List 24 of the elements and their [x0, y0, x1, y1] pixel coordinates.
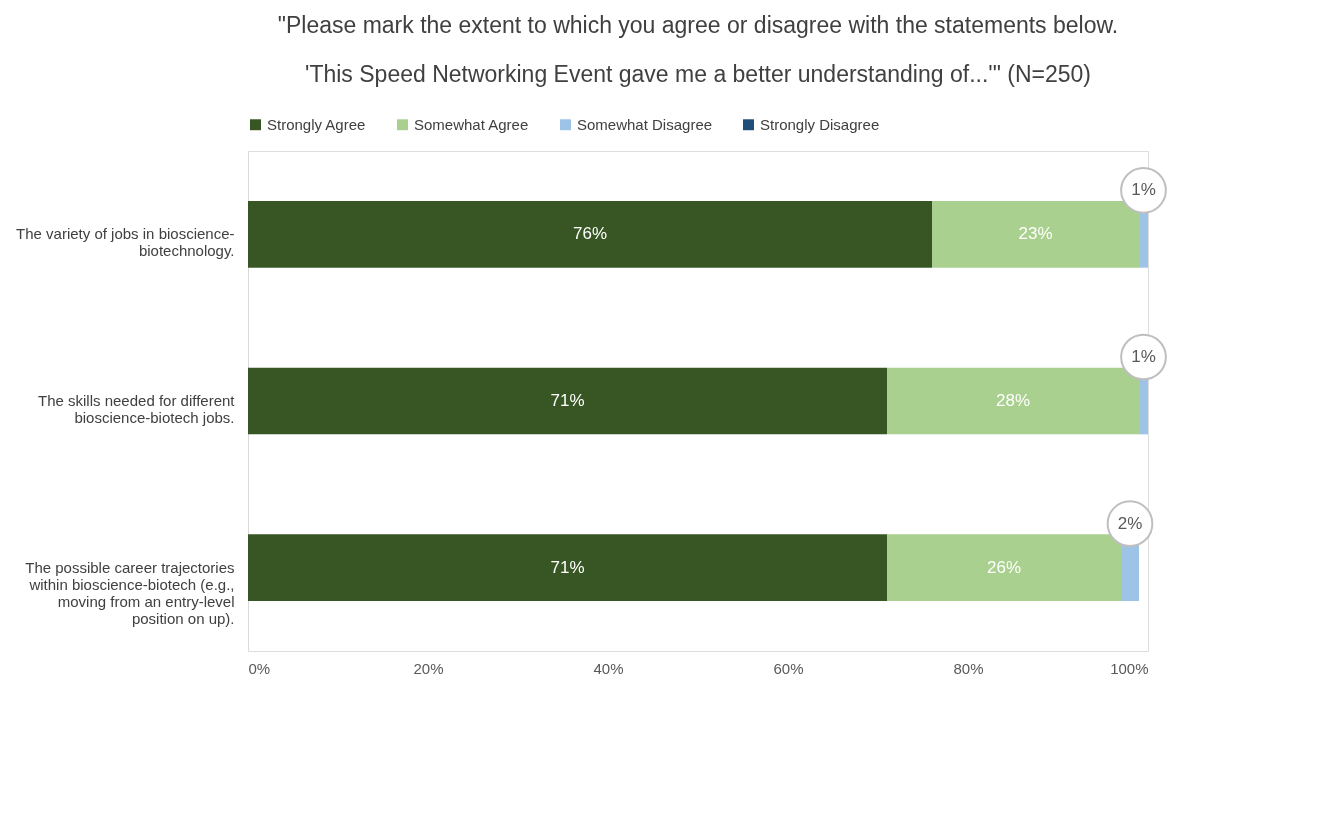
data-label: 28% — [995, 391, 1031, 410]
data-label: 76% — [572, 224, 608, 244]
data-label: 71% — [550, 557, 585, 577]
chart-subtitle: 'This Speed Networking Event gave me a better understanding of...'" (N=250) — [305, 61, 1091, 87]
data-label: 1% — [1131, 180, 1156, 200]
legend-label: Somewhat Agree — [414, 115, 529, 133]
legend-label: Strongly Agree — [267, 115, 366, 133]
x-tick-label: 0% — [248, 659, 271, 677]
legend-label: Strongly Disagree — [760, 115, 880, 133]
data-label: 71% — [550, 391, 585, 410]
y-tick-label: The variety of jobs in bioscience-biotechnology. — [16, 225, 235, 260]
data-label: 26% — [986, 557, 1022, 577]
x-tick-label: 100% — [1110, 659, 1149, 677]
y-tick-label: The skills needed for different bioscience-biotech jobs. — [37, 392, 236, 426]
data-label: 1% — [1131, 347, 1156, 366]
x-tick-label: 40% — [593, 659, 624, 677]
legend-label: Somewhat Disagree — [577, 115, 713, 133]
y-tick-label: The possible career trajectories within bioscience-biotech (e.g., moving from an entry-level position on up). — [25, 558, 235, 627]
data-label: 23% — [1018, 224, 1053, 244]
x-tick-label: 20% — [413, 659, 444, 677]
chart-title: "Please mark the extent to which you agree or disagree with the statements below. — [277, 12, 1119, 38]
x-tick-label: 60% — [773, 659, 804, 677]
x-tick-label: 80% — [953, 659, 984, 677]
data-label: 2% — [1117, 513, 1143, 533]
